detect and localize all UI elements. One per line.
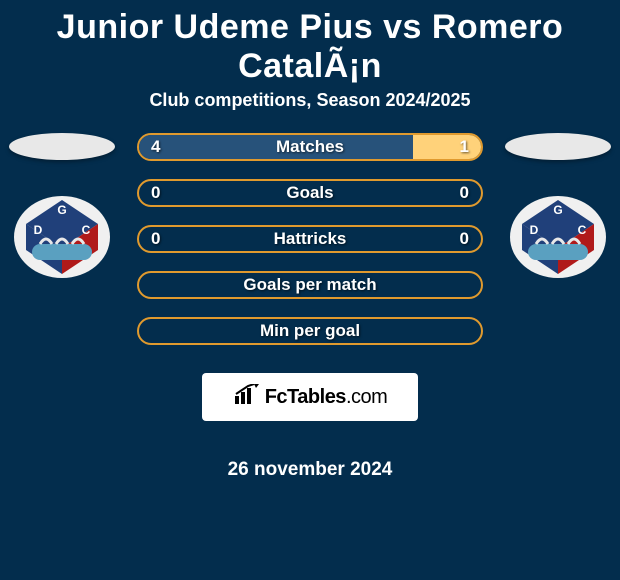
svg-text:C: C — [82, 223, 91, 237]
right-club-badge: G D C — [508, 194, 608, 280]
stat-name: Goals — [211, 183, 409, 203]
stat-left-value: 4 — [151, 137, 211, 157]
stats-column: 4 Matches 1 0 Goals 0 0 Hatt — [137, 133, 483, 481]
stat-left-value: 0 — [151, 183, 211, 203]
left-flag-oval — [9, 133, 115, 160]
brand-name: FcTables — [265, 386, 346, 408]
chart-icon — [233, 384, 259, 411]
stat-name: Min per goal — [211, 321, 409, 341]
page-subtitle: Club competitions, Season 2024/2025 — [0, 90, 620, 133]
date-text: 26 november 2024 — [137, 459, 483, 481]
stat-row-goals-per-match: Goals per match — [137, 271, 483, 299]
svg-text:C: C — [578, 223, 587, 237]
brand-box: FcTables.com — [202, 373, 418, 421]
stat-right-value: 1 — [409, 137, 469, 157]
stat-name: Matches — [211, 137, 409, 157]
left-player-col: G D C — [7, 133, 117, 280]
stat-row-hattricks: 0 Hattricks 0 — [137, 225, 483, 253]
svg-text:D: D — [34, 223, 43, 237]
stat-name: Goals per match — [211, 275, 409, 295]
brand-domain: .com — [346, 386, 387, 408]
brand-text: FcTables.com — [265, 386, 388, 409]
svg-text:G: G — [553, 203, 562, 217]
stat-right-value: 0 — [409, 183, 469, 203]
svg-text:G: G — [57, 203, 66, 217]
stat-row-matches: 4 Matches 1 — [137, 133, 483, 161]
stat-name: Hattricks — [211, 229, 409, 249]
stat-row-min-per-goal: Min per goal — [137, 317, 483, 345]
page-title: Junior Udeme Pius vs Romero CatalÃ¡n — [0, 4, 620, 90]
comparison-row: G D C 4 Matches 1 — [0, 133, 620, 481]
left-club-badge: G D C — [12, 194, 112, 280]
svg-text:D: D — [530, 223, 539, 237]
right-flag-oval — [505, 133, 611, 160]
stat-left-value: 0 — [151, 229, 211, 249]
right-player-col: G D C — [503, 133, 613, 280]
stat-right-value: 0 — [409, 229, 469, 249]
stat-row-goals: 0 Goals 0 — [137, 179, 483, 207]
